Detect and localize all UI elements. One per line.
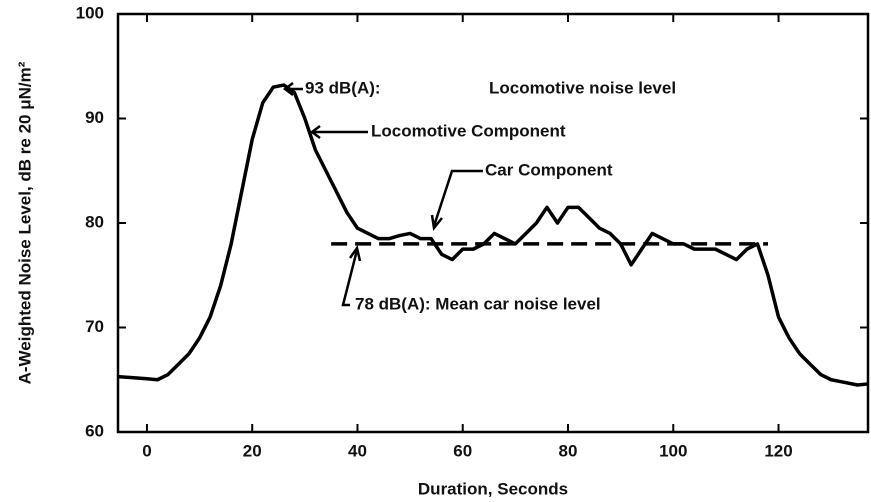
x-tick-label: 20 — [243, 441, 262, 460]
arrow — [309, 125, 368, 139]
y-tick-label: 100 — [76, 3, 104, 22]
x-tick-label: 100 — [659, 441, 687, 460]
annotation: Car Component — [485, 160, 613, 179]
y-tick-label: 80 — [85, 212, 104, 231]
arrow — [341, 244, 362, 307]
plot-frame — [116, 12, 870, 434]
annotation: 78 dB(A): Mean car noise level — [355, 294, 601, 313]
x-tick-label: 120 — [764, 441, 792, 460]
y-tick-label: 60 — [85, 421, 104, 440]
annotation: Locomotive Component — [371, 121, 566, 140]
y-tick-label: 90 — [85, 108, 104, 127]
x-axis-label: Duration, Seconds — [418, 479, 568, 498]
annotation: Locomotive noise level — [489, 78, 676, 97]
x-tick-label: 0 — [142, 441, 151, 460]
arrow — [430, 169, 483, 232]
y-tick-label: 70 — [85, 317, 104, 336]
x-tick-label: 40 — [348, 441, 367, 460]
x-tick-label: 60 — [453, 441, 472, 460]
noise-line — [117, 83, 869, 387]
x-tick-label: 80 — [559, 441, 578, 460]
y-axis-label: A-Weighted Noise Level, dB re 20 μN/m² — [15, 61, 34, 384]
annotation: 93 dB(A): — [305, 78, 381, 97]
